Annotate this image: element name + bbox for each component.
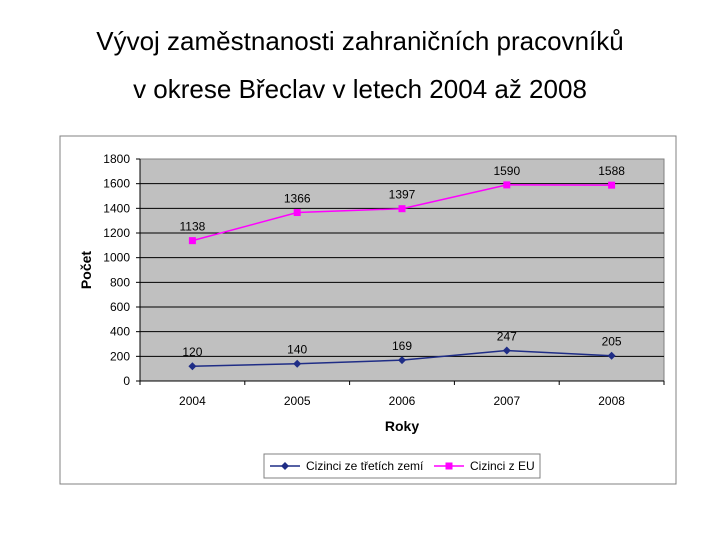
data-label: 169 [392, 339, 412, 353]
y-axis-title: Počet [78, 251, 94, 289]
y-tick-label: 400 [110, 325, 130, 339]
y-tick-label: 1200 [103, 226, 130, 240]
data-point [608, 181, 616, 189]
y-tick-label: 1400 [103, 201, 130, 215]
y-tick-label: 0 [123, 374, 130, 388]
y-tick-label: 200 [110, 349, 130, 363]
data-point [503, 181, 511, 189]
x-axis-ticks: 2004 2005 2006 2007 2008 [139, 380, 665, 408]
data-label: 140 [287, 343, 307, 357]
plot-area [139, 158, 665, 382]
data-label: 1588 [598, 164, 625, 178]
data-point [188, 237, 196, 245]
data-point [607, 351, 616, 360]
data-point [502, 346, 511, 355]
data-label: 1366 [284, 192, 311, 206]
x-axis-title: Roky [385, 418, 419, 434]
series-2: 1138 1366 1397 1590 1588 [179, 164, 625, 245]
x-tick-label: 2005 [284, 394, 311, 408]
slide-title-line-1: Vývoj zaměstnanosti zahraničních pracovn… [96, 26, 624, 56]
data-point [293, 359, 302, 368]
data-point [398, 205, 406, 213]
legend: Cizinci ze třetích zemí Cizinci z EU [270, 459, 535, 473]
y-tick-label: 1000 [103, 251, 130, 265]
legend-marker [281, 462, 289, 470]
data-label: 1138 [179, 220, 205, 234]
legend-label: Cizinci ze třetích zemí [306, 459, 424, 473]
data-label: 120 [182, 345, 202, 359]
y-tick-label: 1800 [103, 152, 130, 166]
legend-box [263, 453, 541, 479]
y-axis-ticks: 0 200 400 600 800 1000 1200 1400 1600 1800 [103, 152, 141, 388]
legend-label: Cizinci z EU [470, 459, 535, 473]
y-tick-label: 600 [110, 300, 130, 314]
data-label: 205 [602, 335, 622, 349]
data-label: 247 [497, 330, 517, 344]
data-label: 1397 [389, 188, 416, 202]
data-point [188, 362, 197, 371]
slide-title-line-2: v okrese Břeclav v letech 2004 až 2008 [133, 74, 587, 104]
series-1: 120 140 169 247 205 [182, 330, 622, 371]
data-point [293, 209, 301, 217]
data-point [398, 356, 406, 365]
y-tick-label: 1600 [103, 177, 130, 191]
x-tick-label: 2007 [493, 394, 520, 408]
legend-marker [445, 462, 453, 470]
x-tick-label: 2008 [598, 394, 625, 408]
x-tick-label: 2004 [179, 394, 206, 408]
y-tick-label: 800 [110, 275, 130, 289]
x-tick-label: 2006 [389, 394, 416, 408]
series-layer: 120 140 169 247 205 1138 1366 1397 1590 1588 [179, 164, 625, 371]
data-label: 1590 [493, 164, 520, 178]
